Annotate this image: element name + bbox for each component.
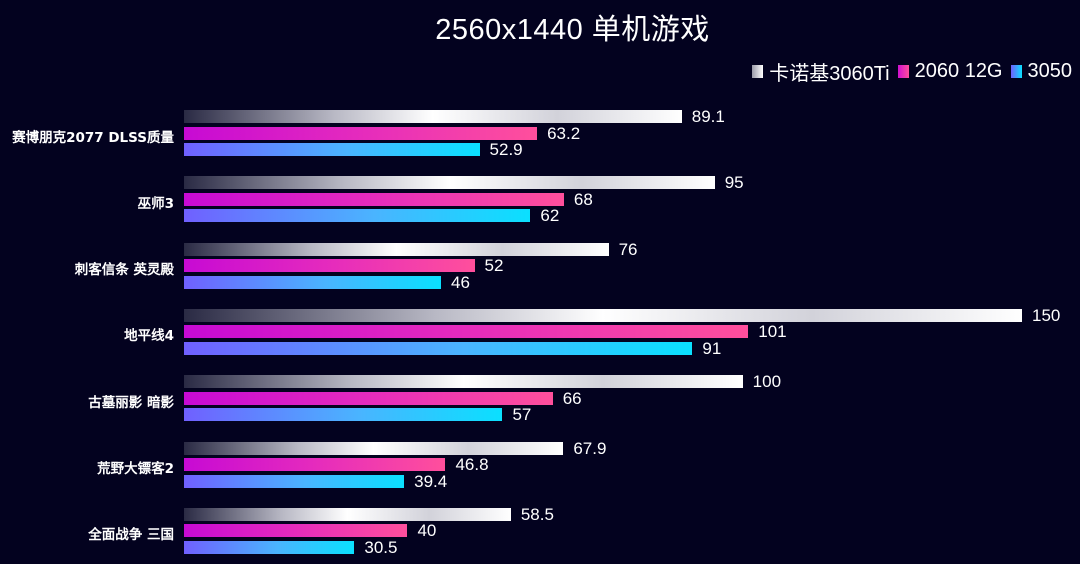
category-label: 赛博朋克2077 DLSS质量 [12, 129, 174, 146]
bar[interactable] [184, 275, 441, 289]
value-label: 46.8 [455, 455, 489, 474]
value-label: 76 [618, 239, 638, 259]
legend-swatch-3050 [1010, 65, 1022, 78]
value-label: 62 [540, 206, 560, 226]
legend: 卡诺基3060Ti 2060 12G 3050 [744, 57, 1072, 86]
bar[interactable] [184, 408, 503, 422]
bar[interactable] [184, 308, 1022, 322]
category-label: 古墓丽影 暗影 [88, 394, 174, 411]
value-label: 89.1 [691, 107, 725, 126]
legend-label: 卡诺基3060Ti [769, 63, 890, 85]
bar[interactable] [184, 325, 749, 339]
value-label: 52 [484, 256, 504, 276]
value-label: 63.2 [547, 123, 581, 143]
bar[interactable] [184, 110, 682, 123]
category-label: 地平线4 [124, 328, 174, 345]
bar[interactable] [184, 507, 511, 521]
value-label: 39.4 [414, 471, 448, 491]
value-label: 66 [562, 388, 582, 408]
value-label: 30.5 [364, 537, 398, 557]
value-label: 40 [417, 521, 437, 541]
value-label: 46 [450, 272, 470, 292]
bar[interactable] [184, 474, 405, 488]
legend-swatch-2060-12g [897, 65, 909, 78]
bar[interactable] [184, 176, 715, 190]
bar[interactable] [184, 341, 693, 355]
bar[interactable] [184, 540, 355, 554]
bar[interactable] [184, 209, 531, 223]
legend-label: 3050 [1027, 60, 1073, 82]
bar[interactable] [184, 192, 564, 206]
legend-label: 2060 12G [914, 60, 1003, 82]
bar[interactable] [184, 259, 475, 273]
category-label: 荒野大镖客2 [97, 461, 174, 477]
category-label: 全面战争 三国 [88, 527, 174, 544]
chart-title: 2560x1440 单机游戏 [435, 14, 710, 46]
value-label: 68 [573, 189, 593, 209]
bar[interactable] [184, 524, 408, 538]
value-label: 95 [724, 173, 744, 193]
value-label: 52.9 [489, 140, 523, 159]
value-label: 100 [752, 372, 782, 392]
bar[interactable] [184, 143, 480, 156]
bar[interactable] [184, 441, 564, 455]
bar[interactable] [184, 375, 743, 389]
value-label: 57 [512, 405, 532, 425]
legend-item-3050[interactable]: 3050 [1010, 60, 1073, 83]
value-label: 101 [758, 322, 787, 342]
value-label: 150 [1032, 305, 1061, 325]
legend-item-3060ti[interactable]: 卡诺基3060Ti [752, 57, 890, 86]
category-label: 巫师3 [137, 195, 174, 212]
value-label: 91 [702, 338, 722, 358]
bar[interactable] [184, 458, 446, 471]
bar[interactable] [184, 126, 538, 140]
category-label: 刺客信条 英灵殿 [74, 262, 174, 279]
value-label: 58.5 [520, 504, 554, 524]
value-label: 67.9 [573, 438, 607, 458]
bar[interactable] [184, 391, 553, 405]
legend-item-2060-12g[interactable]: 2060 12G [897, 60, 1003, 83]
legend-swatch-3060ti [752, 65, 764, 78]
bar[interactable] [184, 242, 609, 256]
